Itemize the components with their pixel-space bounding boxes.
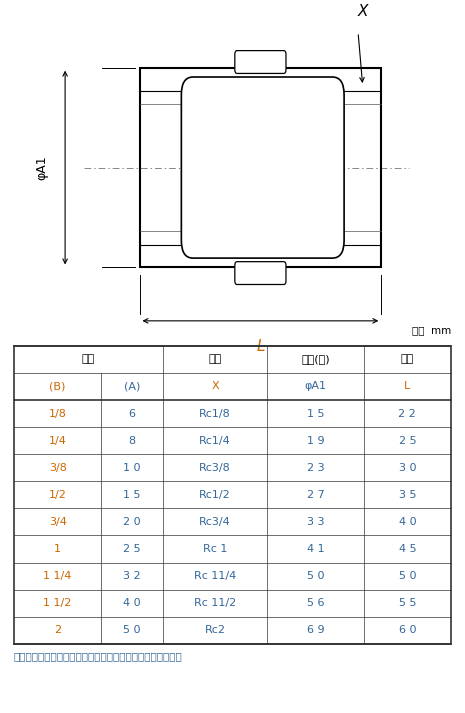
Text: 5 0: 5 0	[123, 625, 141, 635]
Bar	[14, 346, 451, 644]
FancyBboxPatch shape	[181, 77, 344, 258]
Text: 全長: 全長	[401, 354, 414, 364]
Text: 5 0: 5 0	[399, 571, 416, 581]
Text: 3 5: 3 5	[399, 490, 416, 500]
Text: 6: 6	[128, 409, 135, 419]
Text: 呼び: 呼び	[82, 354, 95, 364]
Text: 単位  mm: 単位 mm	[412, 325, 451, 335]
Text: 3 0: 3 0	[399, 463, 416, 473]
Text: Rc2: Rc2	[205, 625, 226, 635]
Text: 5 0: 5 0	[307, 571, 324, 581]
Text: 1 0: 1 0	[123, 463, 141, 473]
Text: 4 0: 4 0	[399, 517, 416, 527]
Text: 8: 8	[128, 436, 135, 446]
Text: 2 5: 2 5	[399, 436, 416, 446]
Text: 4 5: 4 5	[399, 544, 416, 554]
Text: X: X	[358, 4, 368, 19]
Text: 3 3: 3 3	[307, 517, 324, 527]
Text: 3/4: 3/4	[49, 517, 66, 527]
Text: 2 0: 2 0	[123, 517, 141, 527]
Text: L: L	[256, 339, 265, 354]
Text: 1/8: 1/8	[49, 409, 66, 419]
Text: Rc 11/4: Rc 11/4	[194, 571, 236, 581]
Bar	[140, 68, 381, 267]
Text: 2 7: 2 7	[307, 490, 325, 500]
Text: 3/8: 3/8	[49, 463, 66, 473]
Text: (A): (A)	[124, 381, 140, 391]
Text: Rc3/8: Rc3/8	[199, 463, 231, 473]
Text: 2 2: 2 2	[399, 409, 416, 419]
Text: Rc1/2: Rc1/2	[199, 490, 231, 500]
FancyBboxPatch shape	[235, 51, 286, 73]
Text: 注）記載内容については予告なく変更することがあります。: 注）記載内容については予告なく変更することがあります。	[14, 651, 183, 661]
Text: φA1: φA1	[35, 155, 48, 180]
Text: 1 5: 1 5	[123, 490, 141, 500]
Text: 1/4: 1/4	[49, 436, 66, 446]
Text: 4 1: 4 1	[307, 544, 325, 554]
Text: Rc 11/2: Rc 11/2	[194, 598, 236, 608]
Text: 5 6: 5 6	[307, 598, 324, 608]
Text: 5 5: 5 5	[399, 598, 416, 608]
Text: 1 1/4: 1 1/4	[43, 571, 72, 581]
Text: 6 0: 6 0	[399, 625, 416, 635]
Bar	[140, 68, 381, 267]
Text: 1/2: 1/2	[49, 490, 66, 500]
Text: 外径(約): 外径(約)	[301, 354, 330, 364]
Text: 2 3: 2 3	[307, 463, 325, 473]
Text: Rc 1: Rc 1	[203, 544, 227, 554]
Text: ねじ: ねじ	[208, 354, 222, 364]
Text: Rc1/8: Rc1/8	[199, 409, 231, 419]
FancyBboxPatch shape	[235, 262, 286, 284]
Text: 4 0: 4 0	[123, 598, 141, 608]
Text: L: L	[404, 381, 411, 391]
Text: 1: 1	[54, 544, 61, 554]
Text: Rc1/4: Rc1/4	[199, 436, 231, 446]
Text: φA1: φA1	[305, 381, 326, 391]
Text: 6 9: 6 9	[307, 625, 325, 635]
Text: (B): (B)	[49, 381, 66, 391]
Text: X: X	[211, 381, 219, 391]
Text: 1 5: 1 5	[307, 409, 324, 419]
Text: 3 2: 3 2	[123, 571, 141, 581]
Text: 1 1/2: 1 1/2	[43, 598, 72, 608]
Text: 2: 2	[54, 625, 61, 635]
Text: 1 9: 1 9	[307, 436, 325, 446]
Text: Rc3/4: Rc3/4	[199, 517, 231, 527]
Text: 2 5: 2 5	[123, 544, 141, 554]
